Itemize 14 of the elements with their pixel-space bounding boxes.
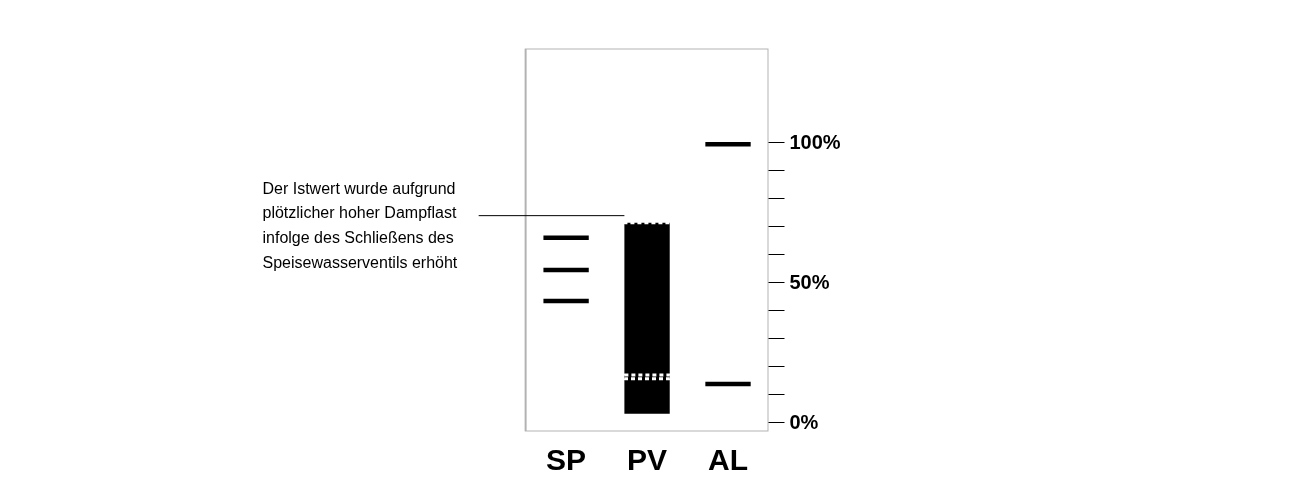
bar bbox=[705, 142, 751, 147]
bar bbox=[622, 373, 672, 381]
y-tick-label: 100% bbox=[789, 131, 841, 154]
ref-line-label: Der Istwert wurde aufgrund plötzlicher hoher Dampflast infolge des Schließens des Speisewasserventils erhöht bbox=[262, 179, 458, 271]
x-tick-label: AL bbox=[708, 442, 749, 476]
bar bbox=[543, 298, 589, 304]
bar bbox=[543, 267, 589, 273]
x-tick-label: SP bbox=[546, 442, 587, 476]
y-tick-label: 50% bbox=[789, 271, 830, 294]
y-tick-label: 0% bbox=[789, 411, 819, 434]
bar bbox=[705, 381, 751, 387]
bar bbox=[624, 222, 670, 414]
x-tick-label: PV bbox=[627, 442, 668, 476]
bar bbox=[543, 235, 589, 240]
